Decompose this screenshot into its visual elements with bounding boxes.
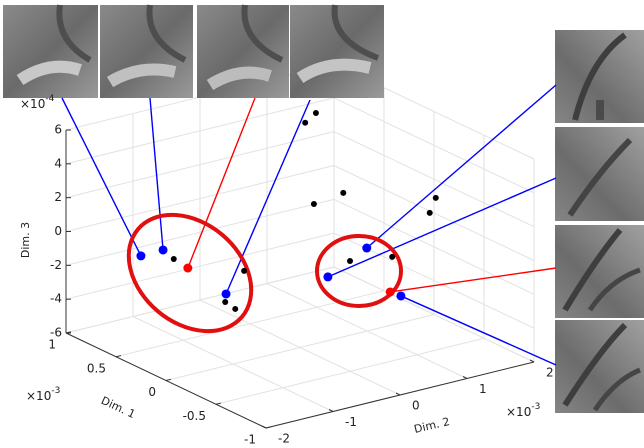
point xyxy=(311,201,317,207)
x-tick-label: 0.5 xyxy=(87,361,106,375)
multiplier-base: ×10 xyxy=(26,389,51,403)
grid-line xyxy=(200,300,400,395)
z-tick-label: 0 xyxy=(54,224,62,238)
tick-mark xyxy=(266,427,271,428)
point xyxy=(323,272,332,281)
tick-mark xyxy=(216,403,221,404)
tick-mark xyxy=(463,377,467,379)
point xyxy=(340,190,346,196)
point xyxy=(386,287,395,296)
grid-line xyxy=(133,317,333,412)
z-tick-label: 6 xyxy=(54,123,62,137)
multiplier-power: -4 xyxy=(45,94,54,104)
point xyxy=(347,258,353,264)
point xyxy=(313,110,319,116)
multiplier-power: -3 xyxy=(51,386,60,396)
grid-line xyxy=(267,284,467,379)
thumbnail xyxy=(100,5,193,98)
z-tick-label: -4 xyxy=(50,292,62,306)
thumbnail xyxy=(197,5,289,98)
point xyxy=(159,245,168,254)
thumbnail xyxy=(555,320,644,413)
chart: -6-4-20246-1-0.500.51-2-1012 Dim. 3 Dim.… xyxy=(0,0,644,448)
y-axis-label: Dim. 2 xyxy=(413,415,451,436)
tick-mark xyxy=(530,360,534,362)
point xyxy=(241,268,247,274)
z-tick-label: 4 xyxy=(54,156,62,170)
x-tick-label: 0 xyxy=(148,385,156,399)
point xyxy=(302,120,308,126)
y-multiplier: ×10-3 xyxy=(506,402,540,419)
tick-mark xyxy=(116,356,121,357)
multiplier-base: ×10 xyxy=(20,97,45,111)
x-multiplier: ×10-3 xyxy=(26,386,60,403)
point xyxy=(222,299,228,305)
tick-mark xyxy=(262,426,266,428)
y-tick-label: 2 xyxy=(546,366,554,380)
y-tick-label: 0 xyxy=(412,399,420,413)
point xyxy=(183,264,192,273)
leader-lines xyxy=(62,85,556,365)
leader-line xyxy=(226,100,310,294)
point xyxy=(222,289,231,298)
z-multiplier: ×10-4 xyxy=(20,94,55,111)
z-tick-label: 2 xyxy=(54,190,62,204)
y-tick-label: 1 xyxy=(479,382,487,396)
tick-mark xyxy=(166,379,171,380)
tick-mark xyxy=(329,410,333,412)
point xyxy=(427,210,433,216)
thumbnail xyxy=(555,127,644,221)
point xyxy=(433,195,439,201)
x-axis-label: Dim. 1 xyxy=(99,394,137,421)
x-tick-label: -1 xyxy=(244,433,256,447)
tick-mark xyxy=(396,393,400,395)
point xyxy=(389,254,395,260)
multiplier-base: ×10 xyxy=(506,405,531,419)
leader-line xyxy=(328,178,556,277)
page: -6-4-20246-1-0.500.51-2-1012 Dim. 3 Dim.… xyxy=(0,0,644,448)
point xyxy=(136,251,145,260)
multiplier-power: -3 xyxy=(531,402,540,412)
z-tick-label: -2 xyxy=(50,258,62,272)
thumbnail xyxy=(3,5,98,98)
thumbnail xyxy=(290,5,384,98)
thumbnails xyxy=(3,5,644,413)
point xyxy=(362,244,371,253)
point xyxy=(396,291,405,300)
x-tick-label: 1 xyxy=(48,338,56,352)
leader-line xyxy=(401,296,556,365)
z-axis-label: Dim. 3 xyxy=(19,222,32,258)
point xyxy=(171,256,177,262)
thumbnail xyxy=(555,30,644,123)
point xyxy=(232,306,238,312)
x-tick-label: -0.5 xyxy=(183,409,206,423)
thumbnail xyxy=(555,225,644,318)
y-tick-label: -2 xyxy=(278,432,290,446)
leader-line xyxy=(188,98,255,268)
y-tick-label: -1 xyxy=(345,415,357,429)
